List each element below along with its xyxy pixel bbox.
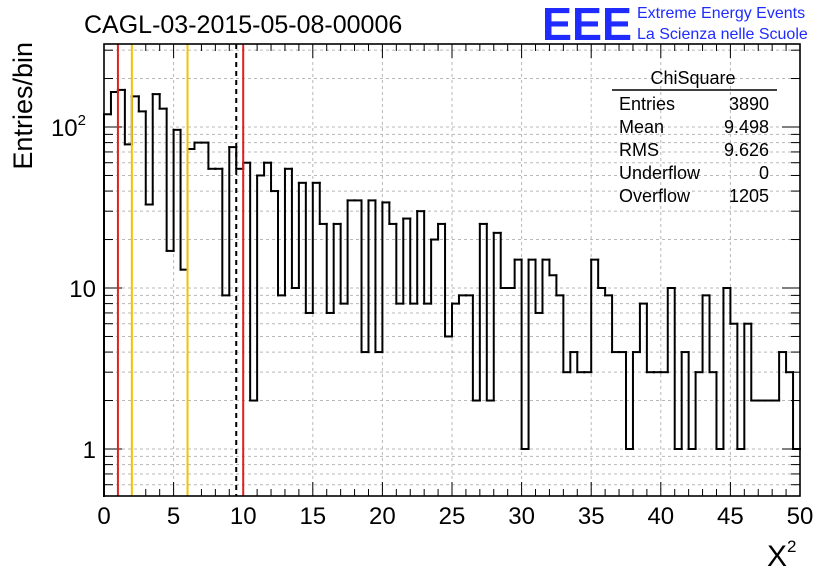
x-axis-label: X2 bbox=[767, 537, 796, 572]
stats-row-label: Underflow bbox=[619, 163, 701, 183]
x-tick-label: 25 bbox=[439, 503, 466, 530]
x-tick-label: 45 bbox=[717, 503, 744, 530]
stats-row-label: Mean bbox=[619, 117, 664, 137]
stats-row-label: Entries bbox=[619, 94, 675, 114]
y-tick-label: 1 bbox=[83, 437, 96, 464]
x-tick-labels: 0 5 10 15 20 25 30 35 40 45 50 bbox=[97, 503, 813, 530]
y-tick-label: 102 bbox=[51, 112, 86, 142]
stats-box: ChiSquare Entries 3890 Mean 9.498 RMS 9.626 Un… bbox=[612, 68, 777, 206]
x-tick-label: 40 bbox=[647, 503, 674, 530]
stats-rows: Entries 3890 Mean 9.498 RMS 9.626 Underflow 0 Ov… bbox=[619, 94, 769, 206]
y-tick-label: 10 bbox=[69, 276, 96, 303]
stats-row-label: Overflow bbox=[619, 186, 691, 206]
eee-logo-mark: EEE bbox=[542, 0, 632, 50]
logo-line-2: La Scienza nelle Scuole bbox=[637, 26, 808, 43]
x-tick-label: 5 bbox=[167, 503, 180, 530]
x-tick-label: 15 bbox=[299, 503, 326, 530]
x-tick-label: 35 bbox=[578, 503, 605, 530]
stats-row-value: 9.626 bbox=[724, 140, 769, 160]
x-tick-label: 20 bbox=[369, 503, 396, 530]
stats-row-value: 9.498 bbox=[724, 117, 769, 137]
x-tick-label: 10 bbox=[230, 503, 257, 530]
x-tick-label: 50 bbox=[787, 503, 814, 530]
stats-row-value: 0 bbox=[759, 163, 769, 183]
x-tick-label: 0 bbox=[97, 503, 110, 530]
stats-row-value: 1205 bbox=[729, 186, 769, 206]
y-tick-labels: 1 10 102 bbox=[51, 112, 96, 464]
y-axis-label: Entries/bin bbox=[8, 42, 38, 170]
chart-title: CAGL-03-2015-05-08-00006 bbox=[84, 11, 402, 39]
marker-lines-layer bbox=[116, 44, 245, 496]
x-axis-label-superscript: 2 bbox=[787, 537, 796, 556]
logo-line-1: Extreme Energy Events bbox=[637, 5, 805, 22]
stats-row-value: 3890 bbox=[729, 94, 769, 114]
stats-title: ChiSquare bbox=[650, 68, 735, 88]
stats-row-label: RMS bbox=[619, 140, 659, 160]
plot-frame bbox=[103, 43, 801, 497]
x-tick-label: 30 bbox=[508, 503, 535, 530]
